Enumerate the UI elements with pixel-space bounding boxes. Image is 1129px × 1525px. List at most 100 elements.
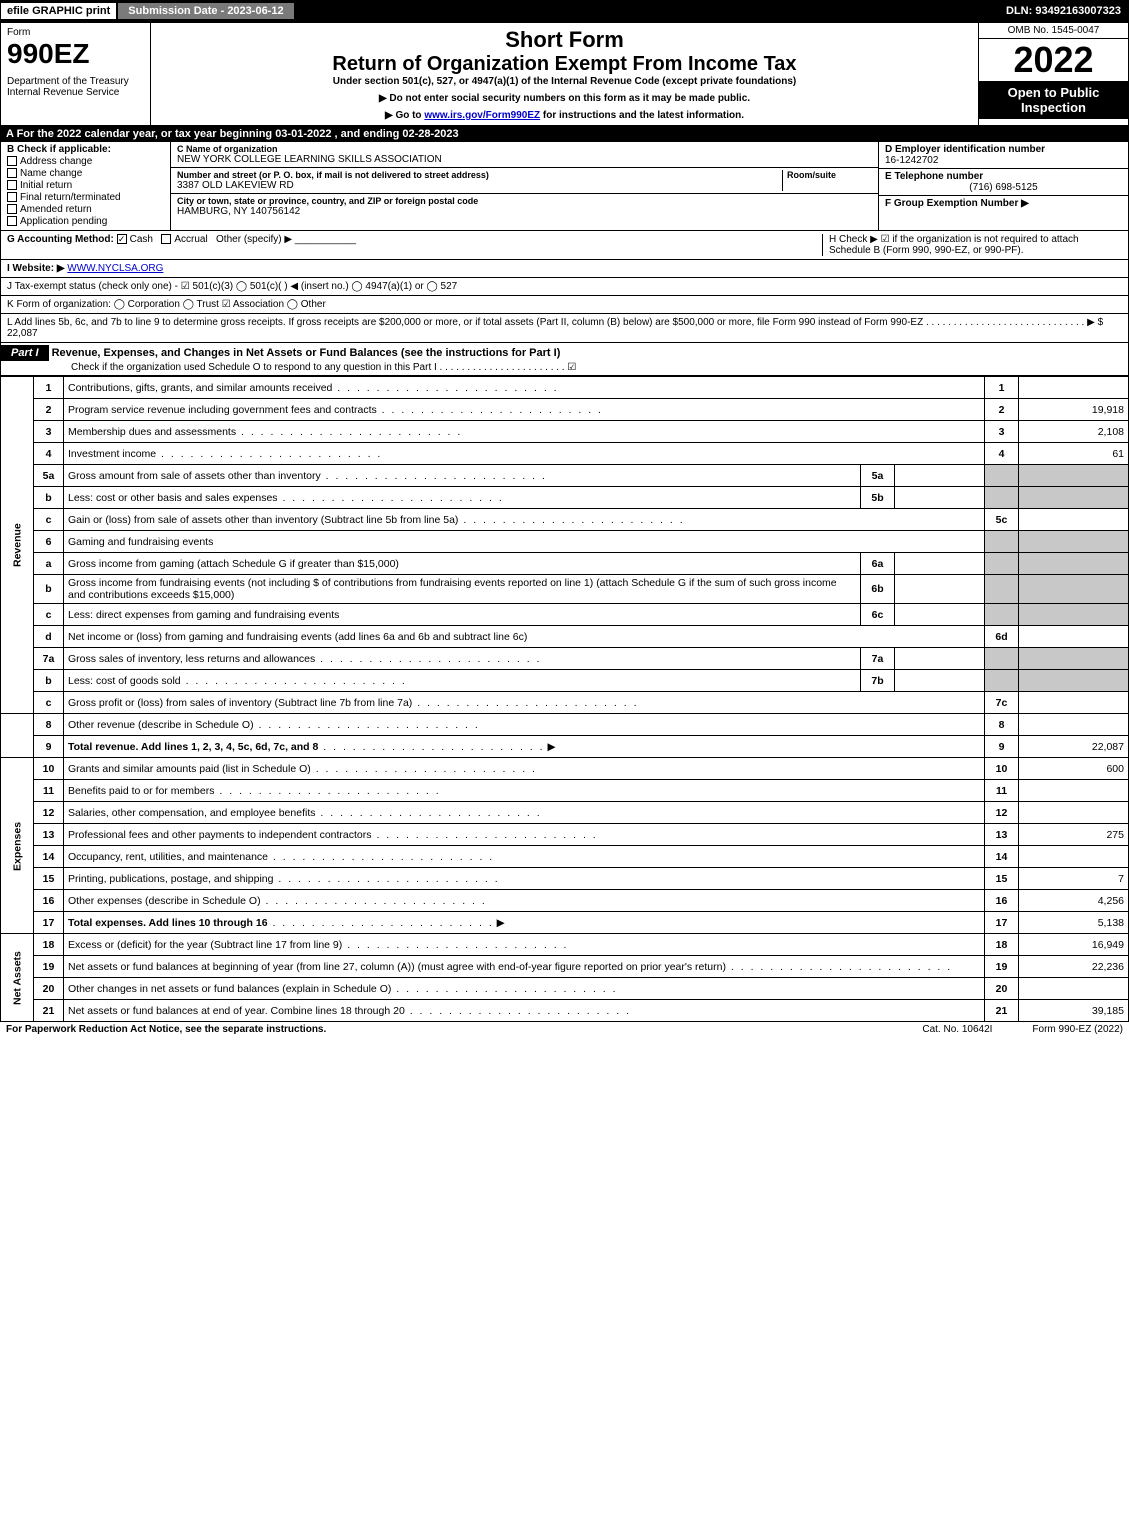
top-bar: efile GRAPHIC print Submission Date - 20… — [0, 0, 1129, 22]
line-1-val — [1019, 377, 1129, 399]
header-left: Form 990EZ Department of the Treasury In… — [1, 23, 151, 125]
tax-year: 2022 — [979, 39, 1128, 81]
line-17-val: 5,138 — [1019, 912, 1129, 934]
section-a: A For the 2022 calendar year, or tax yea… — [0, 126, 1129, 142]
page-footer: For Paperwork Reduction Act Notice, see … — [0, 1022, 1129, 1037]
efile-label[interactable]: efile GRAPHIC print — [0, 2, 117, 20]
line-4-desc: Investment income — [68, 448, 156, 460]
line-21-desc: Net assets or fund balances at end of ye… — [68, 1005, 405, 1017]
form-title: Return of Organization Exempt From Incom… — [157, 53, 972, 76]
col-b: B Check if applicable: Address change Na… — [1, 142, 171, 230]
chk-name-change[interactable]: Name change — [7, 168, 164, 179]
row-l: L Add lines 5b, 6c, and 7b to line 9 to … — [0, 314, 1129, 343]
form-number: 990EZ — [7, 38, 144, 70]
line-7c-desc: Gross profit or (loss) from sales of inv… — [68, 697, 412, 709]
line-16-desc: Other expenses (describe in Schedule O) — [68, 895, 261, 907]
org-name: NEW YORK COLLEGE LEARNING SKILLS ASSOCIA… — [177, 154, 872, 165]
chk-application-pending[interactable]: Application pending — [7, 216, 164, 227]
line-11-desc: Benefits paid to or for members — [68, 785, 214, 797]
part-i-sub: Check if the organization used Schedule … — [1, 362, 576, 373]
short-form-label: Short Form — [157, 27, 972, 53]
footer-right: Form 990-EZ (2022) — [1032, 1024, 1123, 1035]
line-9-val: 22,087 — [1019, 736, 1129, 758]
room-label: Room/suite — [787, 170, 872, 180]
chk-cash[interactable]: ✓ — [117, 234, 127, 244]
line-19-desc: Net assets or fund balances at beginning… — [68, 961, 726, 973]
part-i-header: Part I Revenue, Expenses, and Changes in… — [0, 343, 1129, 376]
row-j: J Tax-exempt status (check only one) - ☑… — [0, 278, 1129, 296]
row-i: I Website: ▶ WWW.NYCLSA.ORG — [0, 260, 1129, 278]
org-name-label: C Name of organization — [177, 144, 872, 154]
accounting-other: Other (specify) ▶ — [216, 234, 292, 245]
line-18-desc: Excess or (deficit) for the year (Subtra… — [68, 939, 342, 951]
line-6c-desc: Less: direct expenses from gaming and fu… — [68, 609, 339, 621]
header-right: OMB No. 1545-0047 2022 Open to Public In… — [978, 23, 1128, 125]
line-14-desc: Occupancy, rent, utilities, and maintena… — [68, 851, 268, 863]
part-i-bar: Part I — [1, 345, 49, 361]
addr-label: Number and street (or P. O. box, if mail… — [177, 170, 782, 180]
addr: 3387 OLD LAKEVIEW RD — [177, 180, 782, 191]
open-inspection: Open to Public Inspection — [979, 81, 1128, 119]
line-6a-desc: Gross income from gaming (attach Schedul… — [68, 558, 399, 570]
line-5c-desc: Gain or (loss) from sale of assets other… — [68, 514, 458, 526]
line-2-val: 19,918 — [1019, 399, 1129, 421]
col-d: D Employer identification number 16-1242… — [878, 142, 1128, 230]
omb-number: OMB No. 1545-0047 — [979, 23, 1128, 39]
line-3-desc: Membership dues and assessments — [68, 426, 236, 438]
tel: (716) 698-5125 — [885, 182, 1122, 193]
submission-date: Submission Date - 2023-06-12 — [117, 2, 294, 20]
line-18-val: 16,949 — [1019, 934, 1129, 956]
accounting-method-label: G Accounting Method: — [7, 234, 114, 245]
expenses-side-label: Expenses — [1, 758, 34, 934]
line-5a-desc: Gross amount from sale of assets other t… — [68, 470, 321, 482]
line-15-val: 7 — [1019, 868, 1129, 890]
tel-label: E Telephone number — [885, 171, 1122, 182]
chk-initial-return[interactable]: Initial return — [7, 180, 164, 191]
line-12-desc: Salaries, other compensation, and employ… — [68, 807, 315, 819]
irs-link[interactable]: www.irs.gov/Form990EZ — [424, 110, 540, 121]
form-label: Form — [7, 27, 144, 38]
revenue-side-label: Revenue — [1, 377, 34, 714]
city: HAMBURG, NY 140756142 — [177, 206, 872, 217]
form-subtitle: Under section 501(c), 527, or 4947(a)(1)… — [157, 76, 972, 87]
footer-left: For Paperwork Reduction Act Notice, see … — [6, 1024, 326, 1035]
group-exemption-label: F Group Exemption Number ▶ — [885, 198, 1122, 209]
line-19-val: 22,236 — [1019, 956, 1129, 978]
header-mid: Short Form Return of Organization Exempt… — [151, 23, 978, 125]
line-3-val: 2,108 — [1019, 421, 1129, 443]
chk-accrual[interactable] — [161, 234, 171, 244]
line-7a-desc: Gross sales of inventory, less returns a… — [68, 653, 315, 665]
line-20-desc: Other changes in net assets or fund bala… — [68, 983, 391, 995]
ein-label: D Employer identification number — [885, 144, 1122, 155]
line-15-desc: Printing, publications, postage, and shi… — [68, 873, 273, 885]
chk-final-return[interactable]: Final return/terminated — [7, 192, 164, 203]
line-21-val: 39,185 — [1019, 1000, 1129, 1022]
col-b-header: B Check if applicable: — [7, 144, 164, 155]
form-header: Form 990EZ Department of the Treasury In… — [0, 22, 1129, 126]
gross-receipts: 22,087 — [7, 328, 38, 339]
line-6b-desc: Gross income from fundraising events (no… — [68, 577, 837, 601]
city-label: City or town, state or province, country… — [177, 196, 872, 206]
website-link[interactable]: WWW.NYCLSA.ORG — [67, 263, 163, 274]
line-10-val: 600 — [1019, 758, 1129, 780]
line-1-desc: Contributions, gifts, grants, and simila… — [68, 382, 332, 394]
department: Department of the Treasury Internal Reve… — [7, 76, 144, 98]
line-4-val: 61 — [1019, 443, 1129, 465]
line-6-desc: Gaming and fundraising events — [64, 531, 985, 553]
col-c: C Name of organization NEW YORK COLLEGE … — [171, 142, 878, 230]
line-13-desc: Professional fees and other payments to … — [68, 829, 372, 841]
chk-address-change[interactable]: Address change — [7, 156, 164, 167]
footer-cat: Cat. No. 10642I — [922, 1024, 992, 1035]
line-10-desc: Grants and similar amounts paid (list in… — [68, 763, 311, 775]
line-6d-desc: Net income or (loss) from gaming and fun… — [68, 631, 527, 643]
line-9-desc: Total revenue. Add lines 1, 2, 3, 4, 5c,… — [68, 741, 318, 753]
block-bcd: B Check if applicable: Address change Na… — [0, 142, 1129, 231]
form-note-ssn: ▶ Do not enter social security numbers o… — [157, 93, 972, 104]
row-g-h: G Accounting Method: ✓Cash Accrual Other… — [0, 231, 1129, 260]
chk-amended-return[interactable]: Amended return — [7, 204, 164, 215]
form-note-link: ▶ Go to www.irs.gov/Form990EZ for instru… — [157, 110, 972, 121]
line-2-desc: Program service revenue including govern… — [68, 404, 377, 416]
dln: DLN: 93492163007323 — [998, 3, 1129, 19]
ein: 16-1242702 — [885, 155, 1122, 166]
net-assets-side-label: Net Assets — [1, 934, 34, 1022]
